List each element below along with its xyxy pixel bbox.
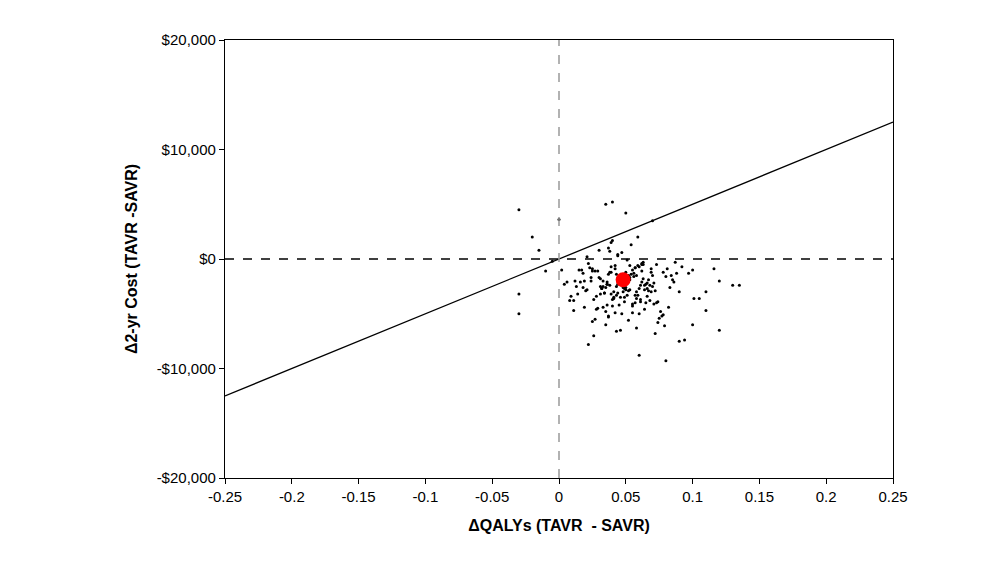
svg-text:$10,000: $10,000 [162,141,216,158]
svg-text:0.1: 0.1 [682,488,703,505]
svg-text:0.25: 0.25 [878,488,907,505]
svg-text:0.15: 0.15 [745,488,774,505]
svg-text:-$10,000: -$10,000 [157,360,216,377]
svg-text:0.2: 0.2 [816,488,837,505]
svg-text:$0: $0 [199,250,216,267]
svg-text:Δ2-yr Cost (TAVR -SAVR): Δ2-yr Cost (TAVR -SAVR) [123,164,140,354]
svg-text:-0.1: -0.1 [412,488,438,505]
svg-text:-$20,000: -$20,000 [157,469,216,486]
svg-text:-0.2: -0.2 [279,488,305,505]
svg-text:-0.25: -0.25 [208,488,242,505]
svg-text:-0.15: -0.15 [341,488,375,505]
svg-text:0.05: 0.05 [611,488,640,505]
svg-text:ΔQALYs (TAVR - SAVR): ΔQALYs (TAVR - SAVR) [468,517,650,534]
svg-text:$20,000: $20,000 [162,31,216,48]
svg-text:-0.05: -0.05 [475,488,509,505]
svg-text:0: 0 [555,488,563,505]
